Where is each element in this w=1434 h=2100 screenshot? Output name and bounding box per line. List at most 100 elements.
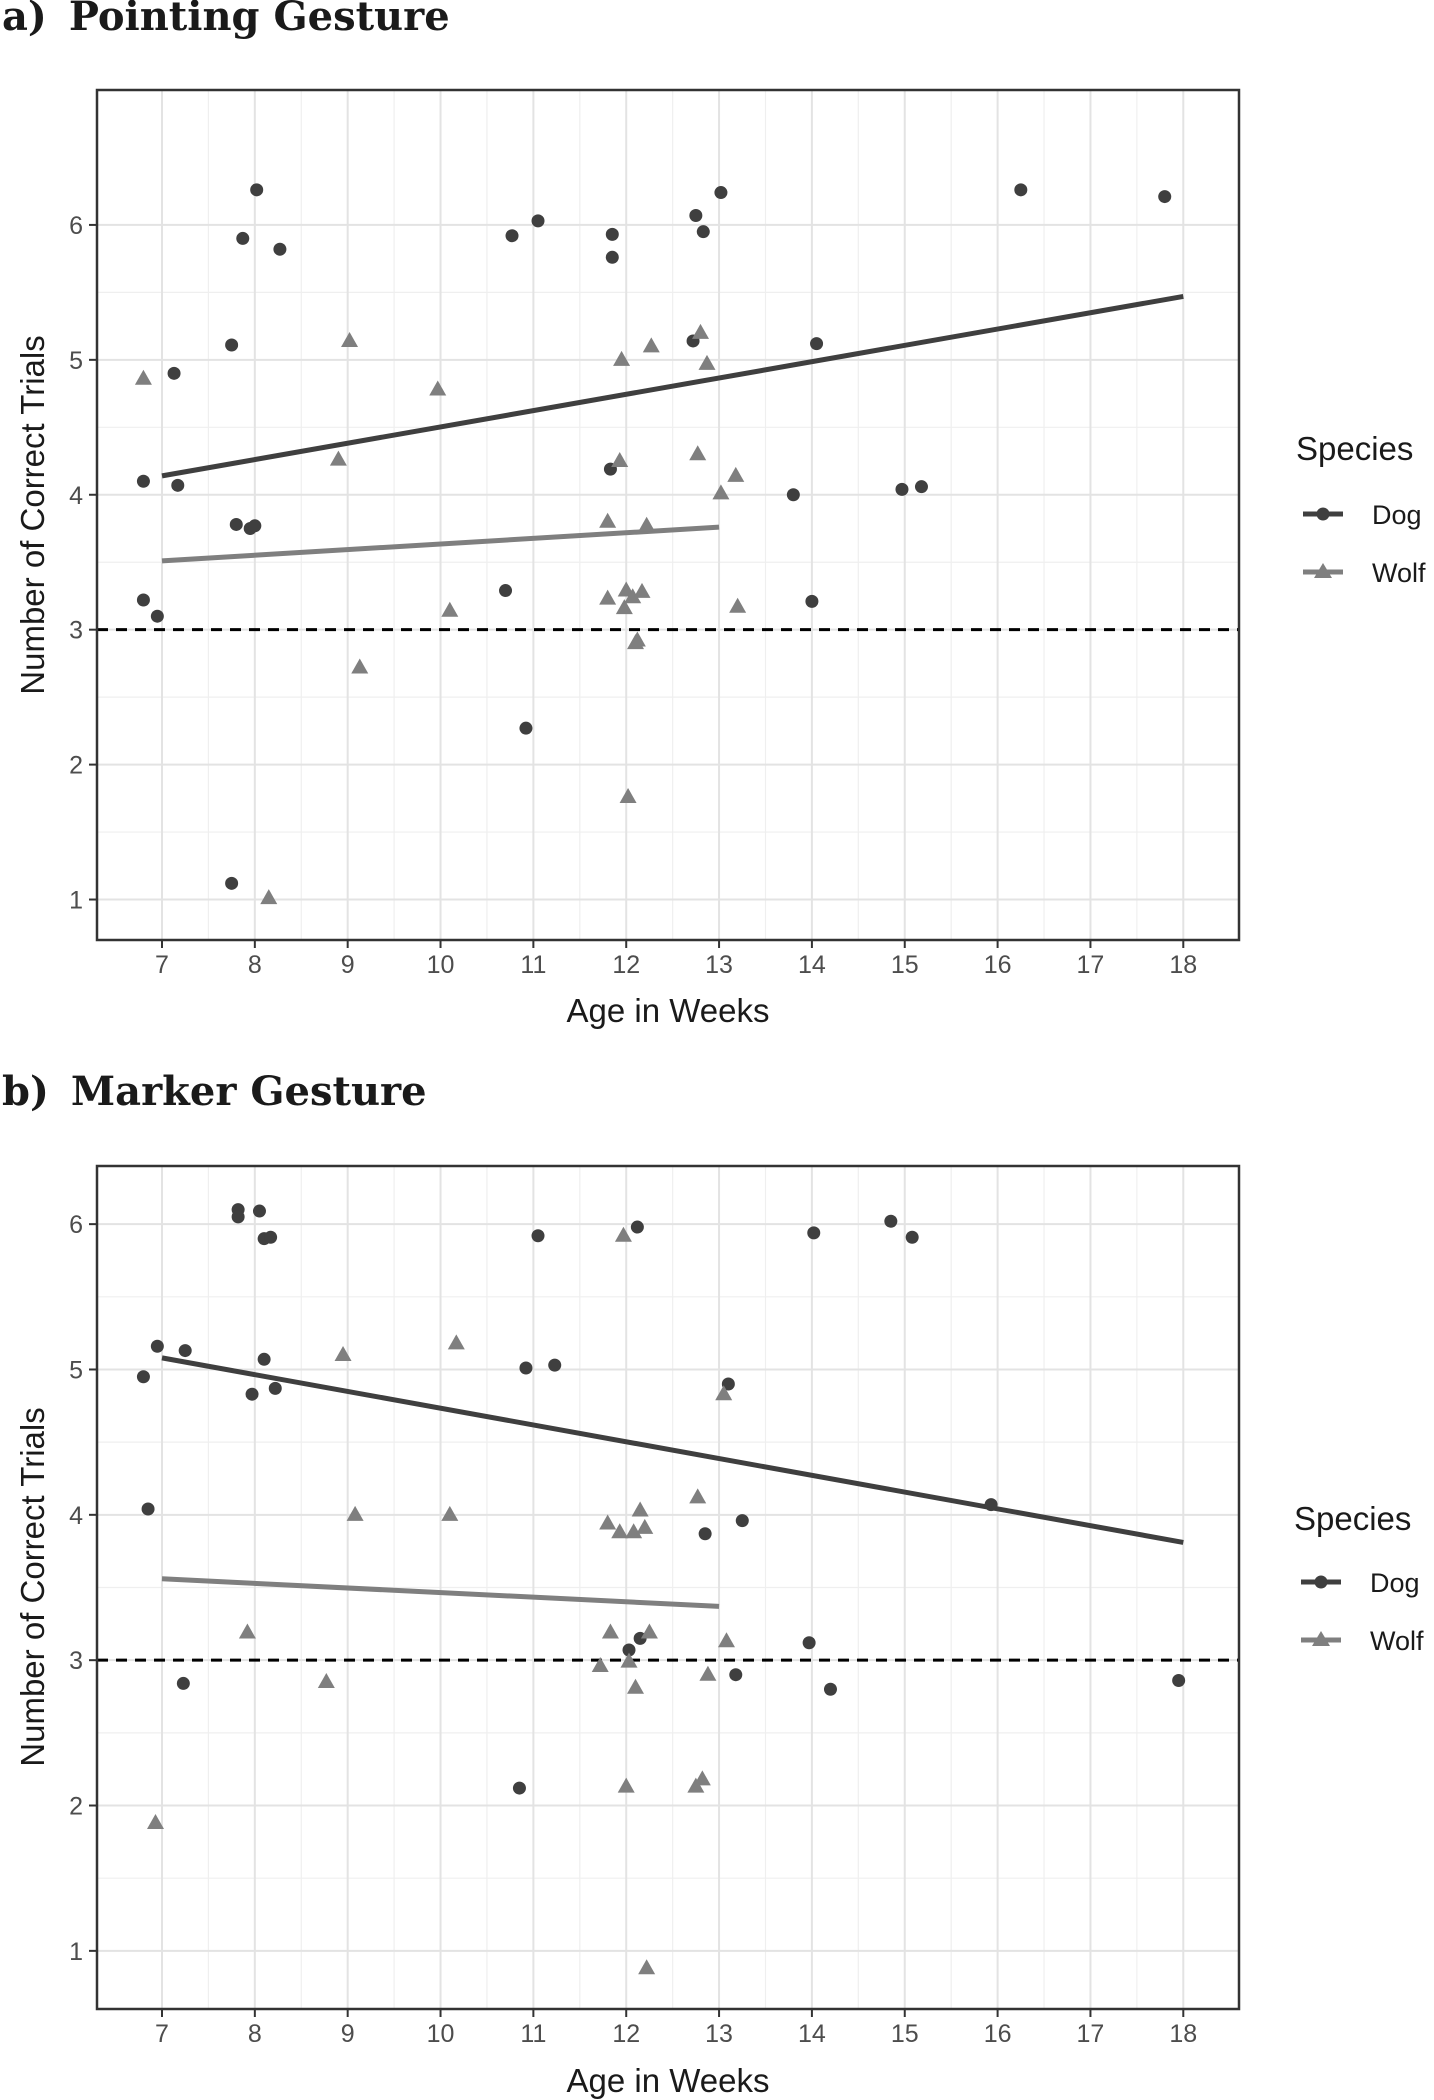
legend-label-dog: Dog <box>1370 1568 1420 1598</box>
point-wolf <box>134 369 152 385</box>
x-axis-title: Age in Weeks <box>567 992 770 1029</box>
point-wolf <box>329 450 347 466</box>
point-wolf <box>715 1385 733 1401</box>
point-dog <box>984 1498 998 1512</box>
y-axis-title: Number of Correct Trials <box>14 1407 51 1766</box>
plot-border <box>95 1164 1241 2011</box>
x-tick-label: 14 <box>798 2020 826 2048</box>
point-wolf <box>611 452 629 468</box>
point-dog <box>136 474 150 488</box>
point-wolf <box>633 582 651 598</box>
panel-title-pointing: a) Pointing Gesture <box>2 0 450 40</box>
x-tick-label: 13 <box>705 951 733 979</box>
legend-title: Species <box>1294 1500 1411 1537</box>
y-tick-label: 3 <box>69 617 83 645</box>
point-wolf <box>640 1623 658 1639</box>
x-tick-label: 18 <box>1169 951 1197 979</box>
point-dog <box>167 366 181 380</box>
point-wolf <box>712 484 730 500</box>
x-tick-label: 9 <box>341 951 355 979</box>
point-dog <box>250 183 264 197</box>
point-wolf <box>614 1226 632 1242</box>
point-wolf <box>599 512 617 528</box>
point-wolf <box>627 1678 645 1694</box>
point-dog <box>605 250 619 264</box>
point-dog <box>807 1226 821 1240</box>
x-tick-label: 7 <box>155 951 169 979</box>
legend-label-dog: Dog <box>1372 500 1422 530</box>
point-dog <box>178 1344 192 1358</box>
trend-line-dog <box>161 293 1184 479</box>
point-dog <box>150 609 164 623</box>
x-tick-label: 16 <box>984 951 1012 979</box>
plot-background <box>97 90 1239 940</box>
legend-label-wolf: Wolf <box>1370 1626 1424 1656</box>
point-dog <box>735 1514 749 1528</box>
point-wolf <box>599 1514 617 1530</box>
point-wolf <box>317 1672 335 1688</box>
point-wolf <box>638 516 656 532</box>
point-wolf <box>638 1959 656 1975</box>
legend: Species Dog Wolf <box>1294 1500 1424 1656</box>
point-wolf <box>617 1777 635 1793</box>
legend-key-dog-marker <box>1314 1575 1328 1589</box>
legend-title: Species <box>1296 430 1413 467</box>
point-dog <box>531 1229 545 1243</box>
legend-key-wolf-marker <box>1314 563 1332 578</box>
point-wolf <box>636 1518 654 1534</box>
x-tick-label: 17 <box>1077 951 1105 979</box>
point-wolf <box>689 1488 707 1504</box>
point-wolf <box>699 1665 717 1681</box>
x-tick-label: 9 <box>341 2020 355 2048</box>
y-tick-label: 6 <box>69 212 83 240</box>
point-wolf <box>620 1652 638 1668</box>
point-wolf <box>613 350 631 366</box>
x-tick-label: 18 <box>1169 2020 1197 2048</box>
point-dog <box>689 208 703 222</box>
point-dog <box>519 721 533 735</box>
y-tick-label: 3 <box>69 1647 83 1675</box>
y-axis-ticks: 1 2 3 4 5 6 <box>69 212 97 915</box>
y-tick-label: 1 <box>69 1938 83 1966</box>
point-wolf <box>238 1623 256 1639</box>
x-tick-label: 12 <box>612 951 640 979</box>
point-wolf <box>729 597 747 613</box>
trend-line-wolf <box>161 524 720 564</box>
point-dog <box>1014 183 1028 197</box>
point-wolf <box>625 1523 643 1539</box>
point-dog <box>225 876 239 890</box>
point-dog <box>805 594 819 608</box>
x-tick-label: 7 <box>155 2020 169 2048</box>
x-tick-label: 11 <box>520 951 546 979</box>
data-points <box>136 1203 1186 1975</box>
point-wolf <box>591 1656 609 1672</box>
point-wolf <box>727 466 745 482</box>
x-tick-label: 15 <box>891 951 919 979</box>
point-wolf <box>698 354 716 370</box>
x-tick-label: 10 <box>427 2020 455 2048</box>
point-dog <box>273 242 287 256</box>
y-tick-label: 2 <box>69 1793 83 1821</box>
point-wolf <box>351 658 369 674</box>
point-dog <box>721 1377 735 1391</box>
point-wolf <box>691 323 709 339</box>
x-tick-label: 17 <box>1077 2020 1105 2048</box>
point-dog <box>231 1210 245 1224</box>
point-dog <box>176 1676 190 1690</box>
point-dog <box>810 337 824 351</box>
point-dog <box>236 231 250 245</box>
point-dog <box>499 584 513 598</box>
legend-label-wolf: Wolf <box>1372 558 1426 588</box>
point-dog <box>252 1204 266 1218</box>
y-tick-label: 5 <box>69 1356 83 1384</box>
point-dog <box>605 227 619 241</box>
point-dog <box>512 1781 526 1795</box>
legend-key-wolf-marker <box>1312 1631 1330 1646</box>
point-wolf <box>615 599 633 615</box>
point-wolf <box>717 1632 735 1648</box>
point-dog <box>248 519 262 533</box>
point-dog <box>257 1352 271 1366</box>
